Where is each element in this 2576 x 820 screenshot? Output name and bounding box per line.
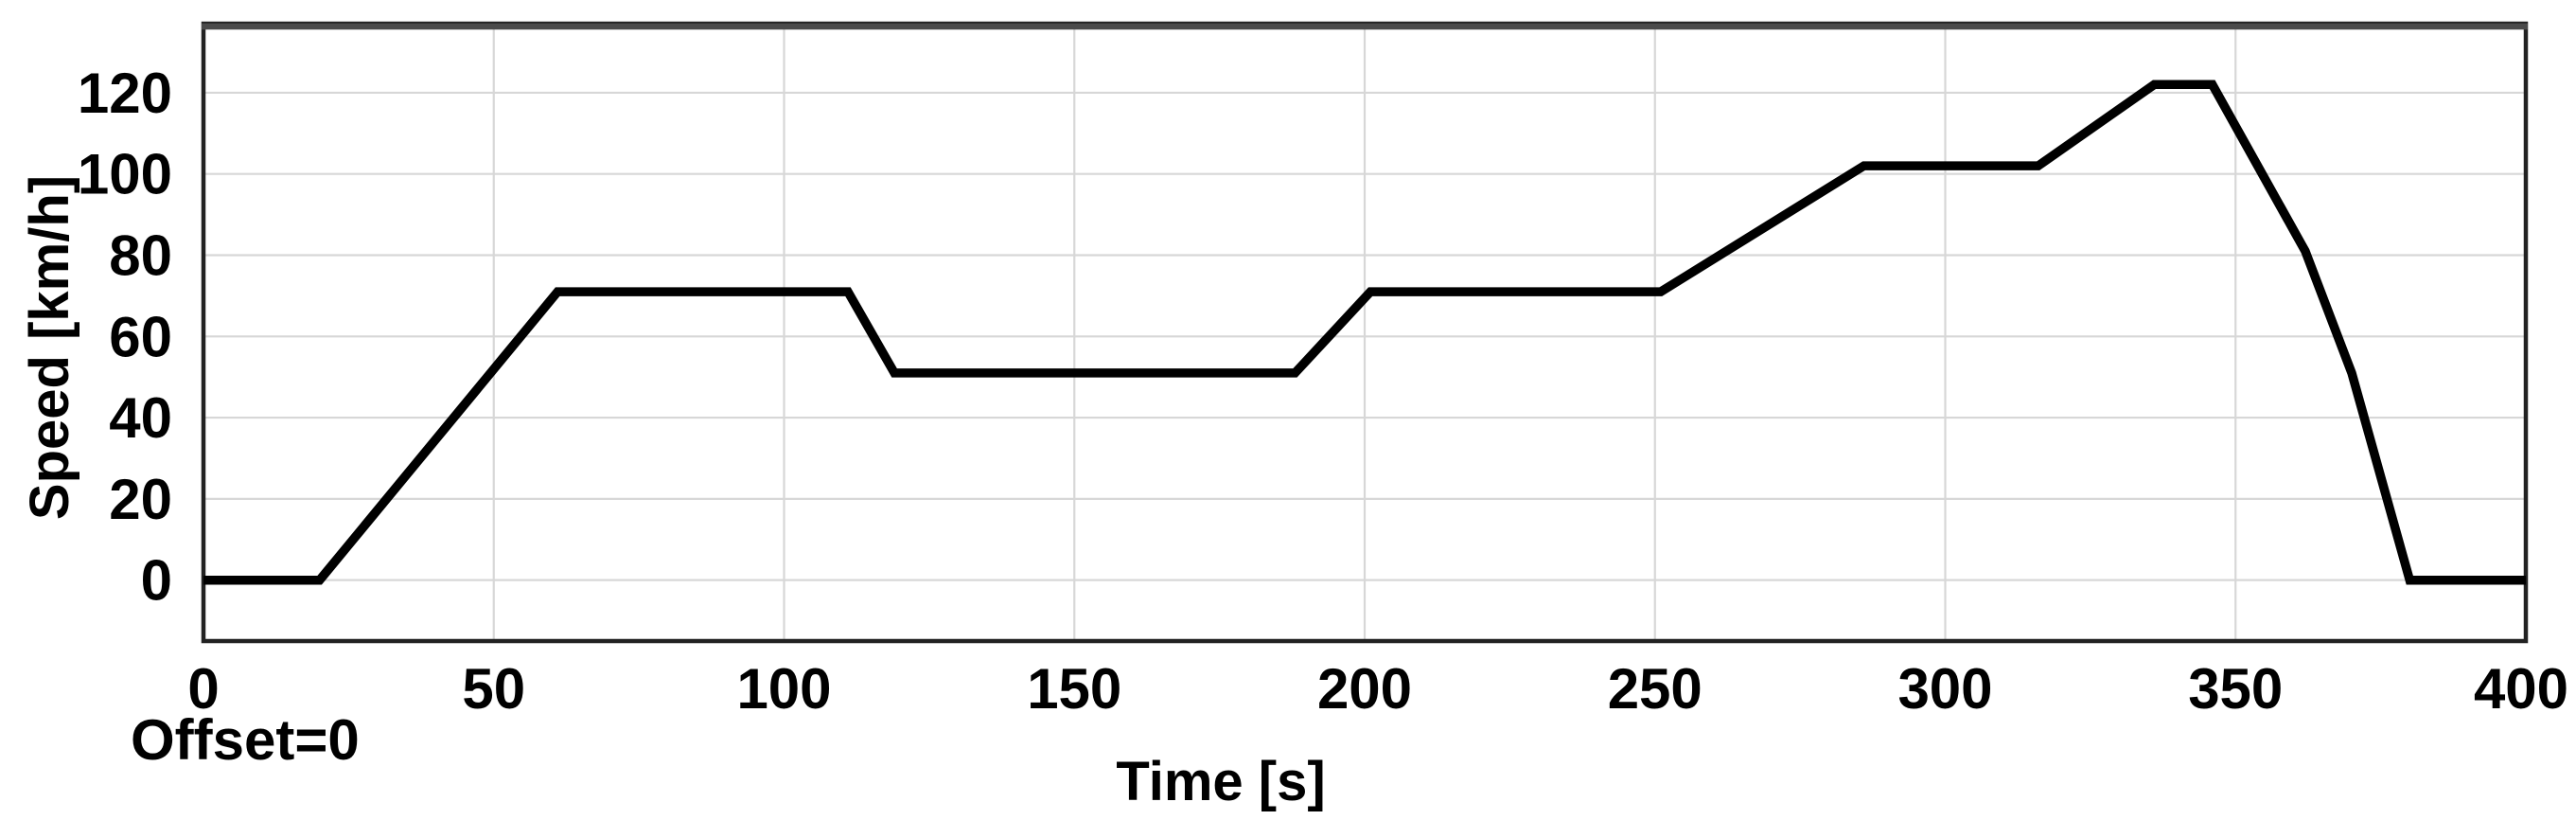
vertical-gridlines <box>492 24 2237 641</box>
y-tick-label: 40 <box>109 386 172 450</box>
x-tick-label: 300 <box>1897 657 1992 721</box>
speed-trace-line <box>203 80 2526 585</box>
series-group <box>203 80 2526 585</box>
x-tick-label: 350 <box>2188 657 2283 721</box>
x-tick-label: 150 <box>1027 657 1121 721</box>
x-tick-label: 200 <box>1317 657 1412 721</box>
x-tick-label: 50 <box>462 657 525 721</box>
x-tick-label: 250 <box>1608 657 1703 721</box>
y-tick-label: 80 <box>109 224 172 288</box>
x-axis-title: Time [s] <box>1116 751 1325 812</box>
x-tick-label: 100 <box>736 657 831 721</box>
y-tick-label: 100 <box>78 143 172 206</box>
x-tick-labels: 0 50 100 150 200 250 300 350 400 <box>187 657 2568 721</box>
y-tick-label: 60 <box>109 305 172 368</box>
y-tick-label: 20 <box>109 468 172 531</box>
y-tick-label: 0 <box>141 549 172 613</box>
x-tick-label: 0 <box>187 657 219 721</box>
offset-annotation: Offset=0 <box>131 708 360 772</box>
y-tick-labels: 0 20 40 60 80 100 120 <box>78 62 172 613</box>
x-tick-label: 400 <box>2474 657 2568 721</box>
y-tick-label: 120 <box>78 62 172 125</box>
y-axis-title: Speed [km/h] <box>19 175 80 520</box>
